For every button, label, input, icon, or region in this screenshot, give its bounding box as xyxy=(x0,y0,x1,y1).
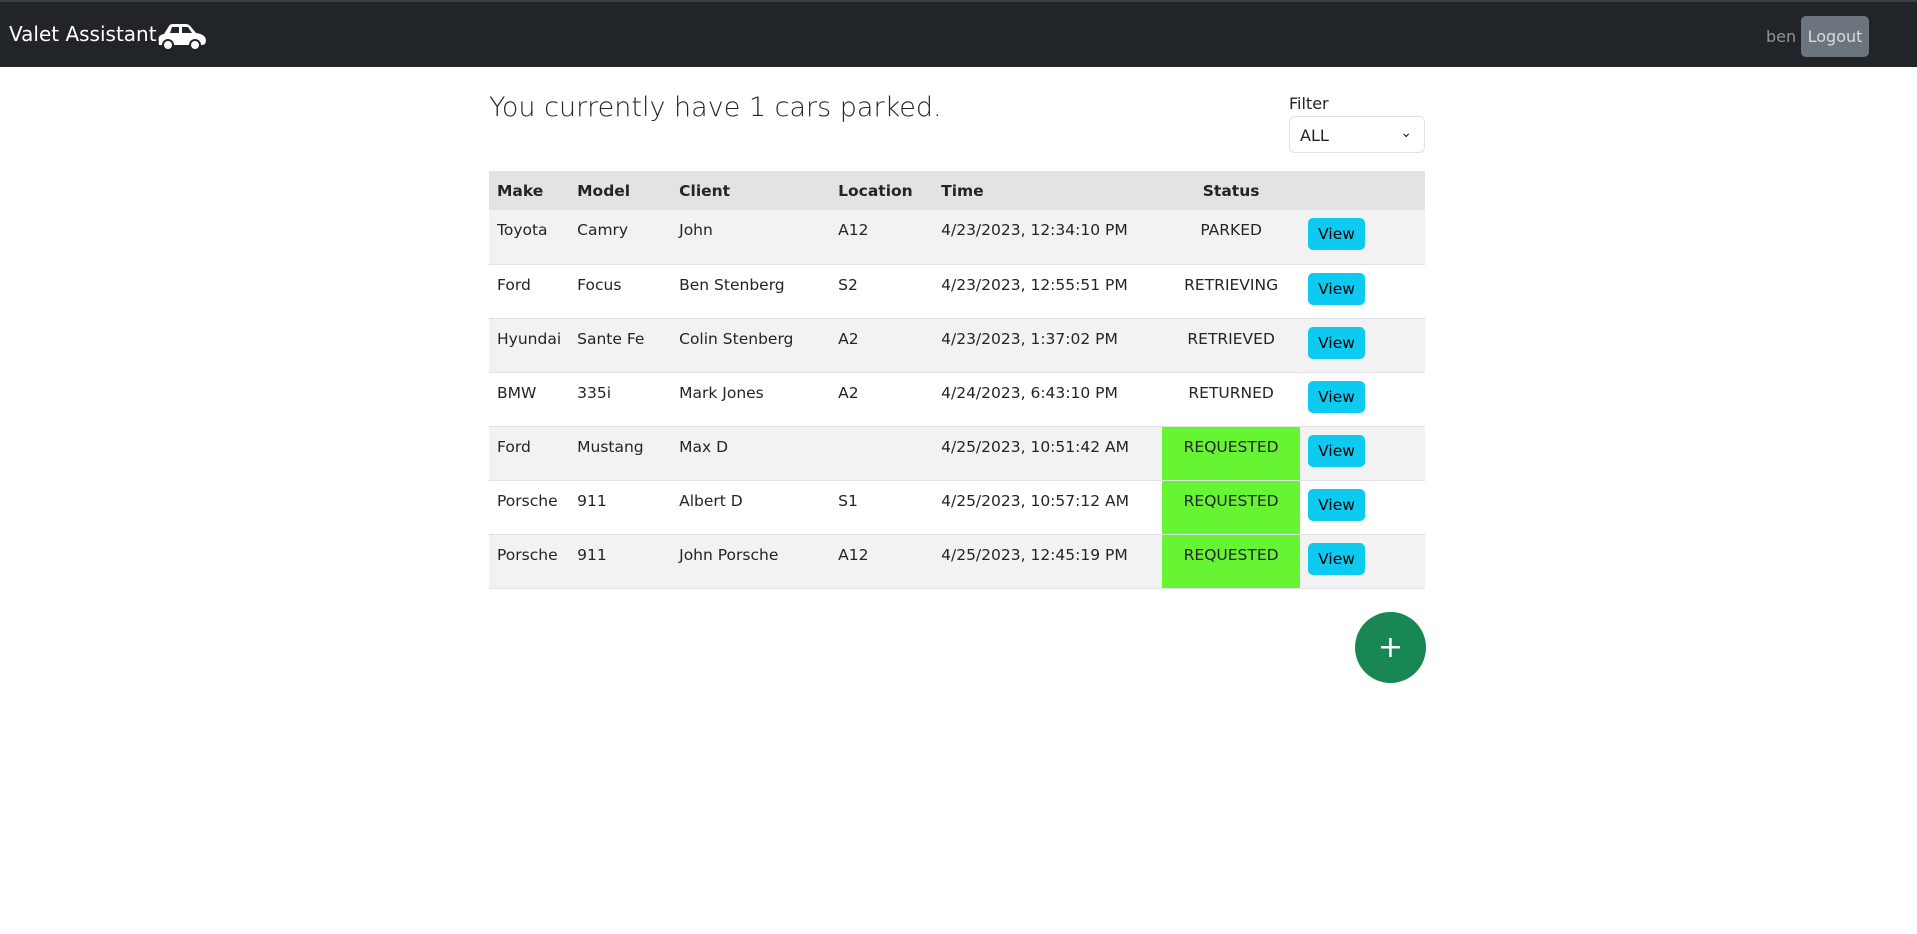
cell-model: 335i xyxy=(569,372,672,427)
cell-time: 4/25/2023, 10:51:42 AM xyxy=(933,426,1163,481)
cell-model: Mustang xyxy=(569,426,672,481)
view-button[interactable]: View xyxy=(1308,434,1365,467)
logout-button[interactable]: Logout xyxy=(1801,16,1869,57)
cell-location: S1 xyxy=(830,480,934,535)
view-button[interactable]: View xyxy=(1308,542,1365,575)
navbar: Valet Assistant ben Logout xyxy=(0,0,1917,67)
cell-location: A2 xyxy=(830,372,934,427)
view-button[interactable]: View xyxy=(1308,272,1365,305)
view-button[interactable]: View xyxy=(1308,326,1365,359)
cell-time: 4/25/2023, 10:57:12 AM xyxy=(933,480,1163,535)
header-client: Client xyxy=(671,171,831,210)
cell-time: 4/24/2023, 6:43:10 PM xyxy=(933,372,1163,427)
cell-location: S2 xyxy=(830,264,934,319)
cell-status: REQUESTED xyxy=(1162,480,1301,535)
filter-label: Filter xyxy=(1289,94,1329,113)
add-car-button[interactable]: + xyxy=(1355,612,1426,683)
table-row: Ford Focus Ben Stenberg S2 4/23/2023, 12:55:… xyxy=(489,264,1425,319)
cell-client: Mark Jones xyxy=(671,372,831,427)
cell-location xyxy=(830,426,934,481)
cell-status: RETRIEVING xyxy=(1162,264,1301,319)
cell-make: BMW xyxy=(489,372,570,427)
cell-make: Hyundai xyxy=(489,318,570,373)
header-actions xyxy=(1300,171,1425,210)
cell-actions: View xyxy=(1300,480,1425,535)
cell-time: 4/25/2023, 12:45:19 PM xyxy=(933,534,1163,589)
username: ben xyxy=(1766,27,1797,46)
cell-time: 4/23/2023, 12:55:51 PM xyxy=(933,264,1163,319)
filter-select[interactable]: ALL ⌄ xyxy=(1289,116,1425,153)
cell-status: RETRIEVED xyxy=(1162,318,1301,373)
cell-make: Ford xyxy=(489,264,570,319)
cell-status: PARKED xyxy=(1162,210,1301,265)
table-row: Porsche 911 Albert D S1 4/25/2023, 10:57:12 … xyxy=(489,480,1425,535)
cell-model: Focus xyxy=(569,264,672,319)
cell-status: RETURNED xyxy=(1162,372,1301,427)
table-row: Ford Mustang Max D 4/25/2023, 10:51:42 AM RE… xyxy=(489,426,1425,481)
cell-time: 4/23/2023, 12:34:10 PM xyxy=(933,210,1163,265)
cell-actions: View xyxy=(1300,372,1425,427)
cell-make: Porsche xyxy=(489,480,570,535)
cell-model: Sante Fe xyxy=(569,318,672,373)
header-make: Make xyxy=(489,171,570,210)
cell-client: Albert D xyxy=(671,480,831,535)
cell-actions: View xyxy=(1300,426,1425,481)
page-title: You currently have 1 cars parked. xyxy=(489,92,942,123)
cell-client: Ben Stenberg xyxy=(671,264,831,319)
cell-time: 4/23/2023, 1:37:02 PM xyxy=(933,318,1163,373)
cell-make: Porsche xyxy=(489,534,570,589)
cell-status: REQUESTED xyxy=(1162,534,1301,589)
cell-model: 911 xyxy=(569,534,672,589)
cell-model: 911 xyxy=(569,480,672,535)
cell-actions: View xyxy=(1300,534,1425,589)
header-location: Location xyxy=(830,171,934,210)
header-model: Model xyxy=(569,171,672,210)
cell-client: John xyxy=(671,210,831,265)
cell-location: A12 xyxy=(830,210,934,265)
cell-status: REQUESTED xyxy=(1162,426,1301,481)
view-button[interactable]: View xyxy=(1308,488,1365,521)
cell-location: A12 xyxy=(830,534,934,589)
cell-client: Max D xyxy=(671,426,831,481)
chevron-down-icon: ⌄ xyxy=(1400,125,1412,141)
cell-make: Toyota xyxy=(489,210,570,265)
header-time: Time xyxy=(933,171,1163,210)
cell-actions: View xyxy=(1300,210,1425,265)
cell-model: Camry xyxy=(569,210,672,265)
filter-value: ALL xyxy=(1300,126,1329,145)
table-row: Hyundai Sante Fe Colin Stenberg A2 4/23/2023… xyxy=(489,318,1425,373)
car-icon xyxy=(155,22,207,56)
view-button[interactable]: View xyxy=(1308,380,1365,413)
table-header: Make Model Client Location Time Status xyxy=(489,171,1425,210)
brand-title[interactable]: Valet Assistant xyxy=(9,22,157,46)
cell-actions: View xyxy=(1300,264,1425,319)
cell-actions: View xyxy=(1300,318,1425,373)
table-row: Toyota Camry John A12 4/23/2023, 12:34:10 PM… xyxy=(489,210,1425,265)
view-button[interactable]: View xyxy=(1308,218,1365,250)
table-row: Porsche 911 John Porsche A12 4/25/2023, 12:4… xyxy=(489,534,1425,589)
cell-location: A2 xyxy=(830,318,934,373)
cars-table: Make Model Client Location Time Status T… xyxy=(489,171,1425,589)
header-status: Status xyxy=(1162,171,1301,210)
cell-client: Colin Stenberg xyxy=(671,318,831,373)
table-row: BMW 335i Mark Jones A2 4/24/2023, 6:43:10 PM… xyxy=(489,372,1425,427)
cell-client: John Porsche xyxy=(671,534,831,589)
cell-make: Ford xyxy=(489,426,570,481)
